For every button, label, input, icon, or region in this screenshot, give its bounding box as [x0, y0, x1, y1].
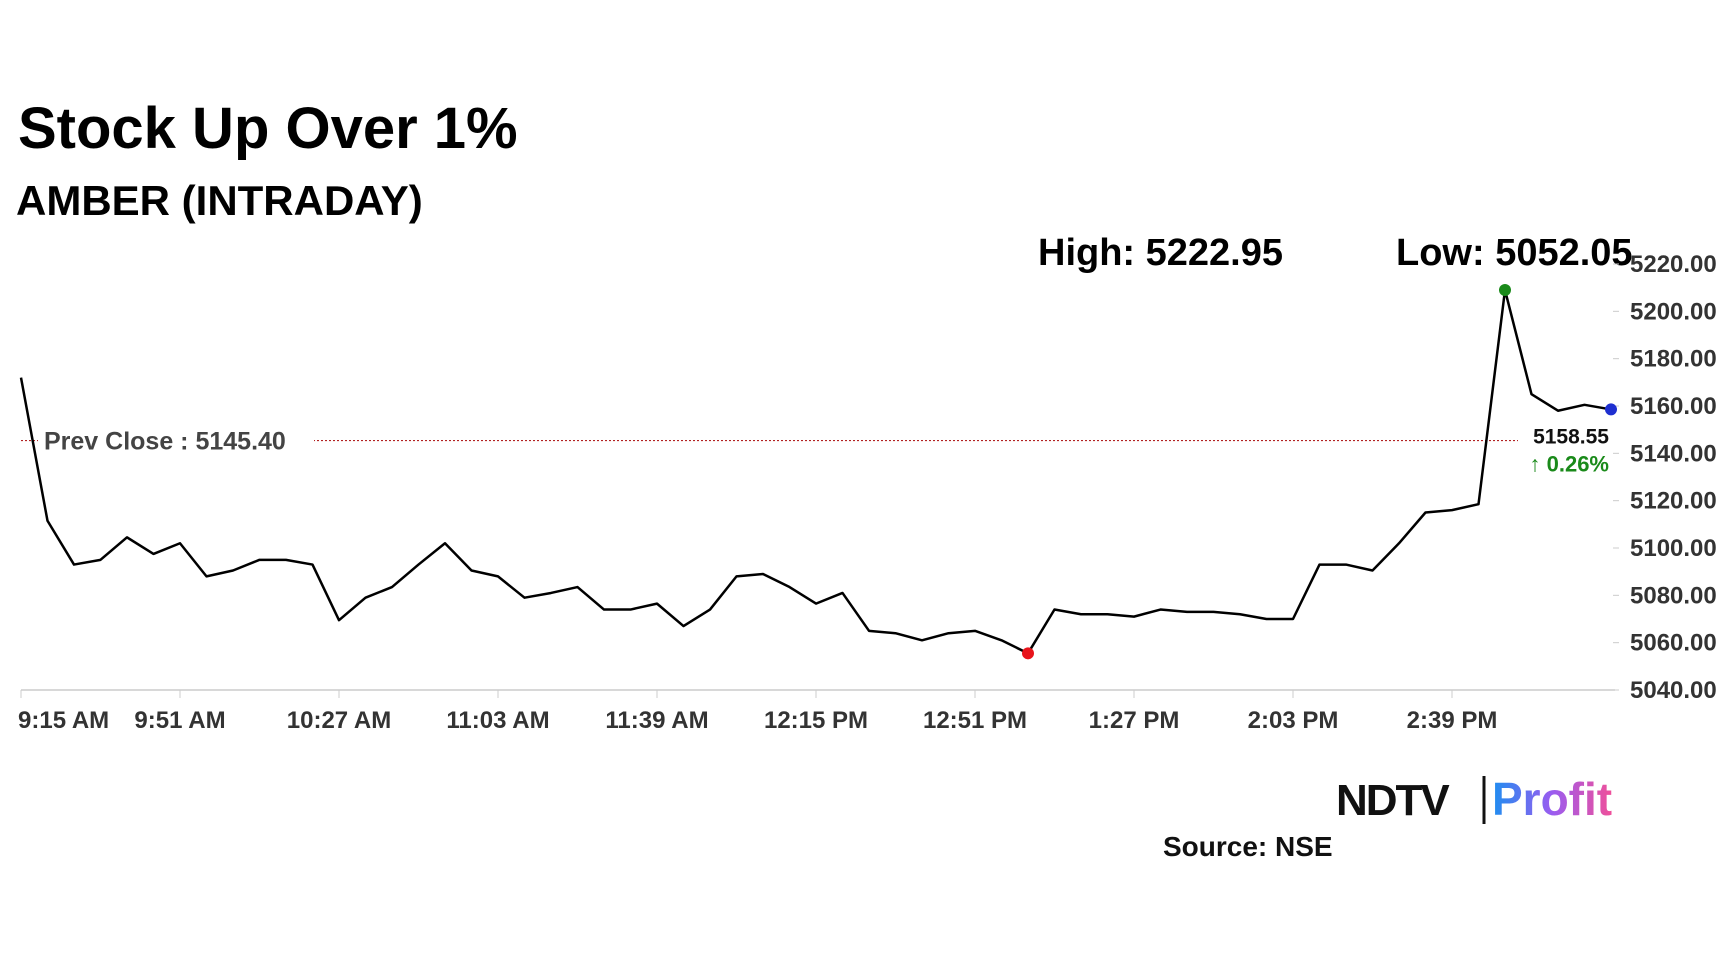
low-annotation: Low: 5052.05: [1396, 232, 1633, 274]
chart-subtitle: AMBER (INTRADAY): [16, 177, 423, 224]
prev-close-label: Prev Close : 5145.40: [44, 428, 286, 456]
chart-title: Stock Up Over 1%: [18, 96, 518, 161]
y-tick-label: 5180.00: [1630, 346, 1717, 373]
y-tick-label: 5140.00: [1630, 440, 1717, 467]
y-tick-label: 5040.00: [1630, 677, 1717, 704]
low-marker: [1022, 647, 1034, 660]
last-marker: [1605, 403, 1617, 416]
last-value-label: 5158.55: [1533, 425, 1609, 448]
last-label-bg: [1533, 415, 1609, 478]
change-label: ↑ 0.26%: [1530, 451, 1610, 476]
y-tick-label: 5120.00: [1630, 488, 1717, 515]
x-tick-label: 10:27 AM: [287, 707, 391, 734]
x-tick-label: 12:15 PM: [764, 707, 868, 734]
x-tick-label: 2:03 PM: [1248, 707, 1339, 734]
prev-close-bg: [38, 420, 314, 459]
price-line: [19, 288, 1612, 655]
x-tick-label: 1:27 PM: [1089, 707, 1180, 734]
x-tick-label: 12:51 PM: [923, 707, 1027, 734]
x-tick-label: 11:39 AM: [605, 707, 708, 734]
x-tick-label: 2:39 PM: [1407, 707, 1498, 734]
x-tick-label: 11:03 AM: [446, 707, 549, 734]
high-annotation: High: 5222.95: [1038, 232, 1283, 274]
high-marker: [1499, 284, 1511, 297]
y-tick-label: 5160.00: [1630, 393, 1717, 420]
logo-ndtv: NDTV: [1336, 776, 1450, 825]
source: Source: NSE: [1163, 831, 1333, 862]
y-tick-label: 5060.00: [1630, 630, 1717, 657]
y-tick-label: 5220.00: [1630, 251, 1717, 278]
x-tick-label: 9:51 AM: [134, 707, 225, 734]
logo-profit: Profit: [1492, 773, 1612, 825]
x-tick-label: 9:15 AM: [18, 707, 109, 734]
y-tick-label: 5200.00: [1630, 298, 1717, 325]
y-tick-label: 5080.00: [1630, 582, 1717, 609]
y-tick-label: 5100.00: [1630, 535, 1717, 562]
